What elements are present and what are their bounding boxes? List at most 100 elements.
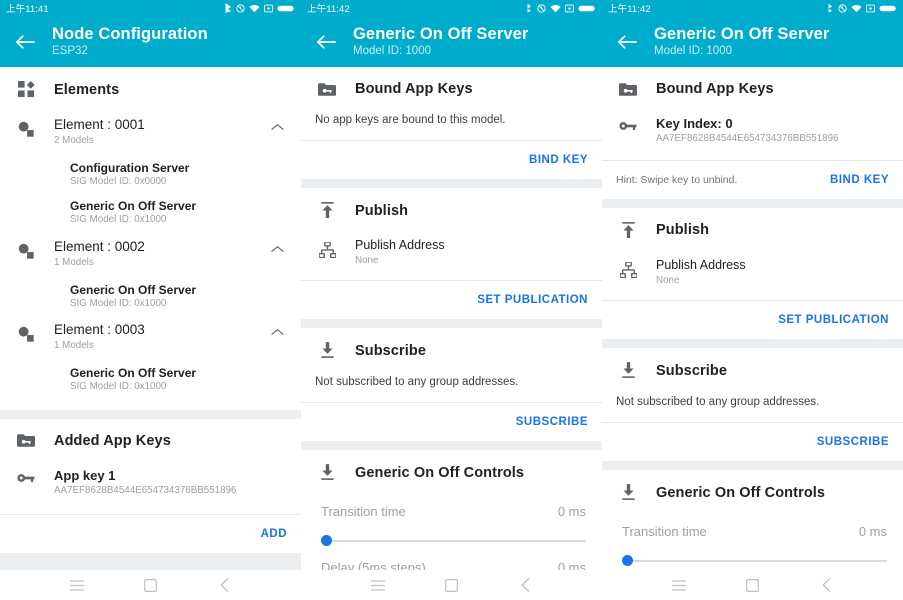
bind-key-button[interactable]: BIND KEY bbox=[529, 154, 588, 166]
section-gap bbox=[301, 179, 602, 188]
controls-section-header: Generic On Off Controls bbox=[616, 470, 903, 514]
back-arrow-icon[interactable] bbox=[12, 29, 38, 55]
bound-app-keys-card: Bound App Keys Key Index: 0 AA7EF8628B bbox=[602, 67, 903, 199]
model-row[interactable]: Generic On Off Server SIG Model ID: 0x10… bbox=[0, 278, 301, 317]
home-square-icon[interactable] bbox=[133, 572, 167, 598]
back-arrow-icon[interactable] bbox=[313, 29, 339, 55]
mute-icon bbox=[838, 3, 847, 13]
battery-icon bbox=[277, 5, 294, 11]
subscribe-card: Subscribe Not subscribed to any group ad… bbox=[301, 328, 602, 442]
chevron-up-icon[interactable] bbox=[267, 239, 287, 254]
app-bar-titles: Generic On Off Server Model ID: 1000 bbox=[654, 25, 829, 58]
app-key-row[interactable]: App key 1 AA7EF8628B4544E654734376BB5518… bbox=[0, 462, 301, 514]
subscribe-card: Subscribe Not subscribed to any group ad… bbox=[602, 348, 903, 462]
menu-icon[interactable] bbox=[662, 572, 696, 598]
sim-icon bbox=[866, 4, 875, 12]
set-publication-button[interactable]: SET PUBLICATION bbox=[477, 294, 588, 307]
transition-time-label: Transition time bbox=[321, 504, 406, 520]
section-gap bbox=[301, 319, 602, 329]
publish-address-row[interactable]: Publish Address None bbox=[301, 232, 602, 280]
subscribe-actions: SUBSCRIBE bbox=[602, 423, 903, 461]
folder-key-icon bbox=[315, 82, 339, 97]
divider bbox=[0, 513, 301, 515]
app-bar: Generic On Off Server Model ID: 1000 bbox=[602, 16, 903, 67]
status-bar: 上午11:42 bbox=[602, 0, 903, 16]
publish-address-row[interactable]: Publish Address None bbox=[602, 252, 903, 300]
menu-icon[interactable] bbox=[361, 572, 395, 598]
status-clock: 上午11:41 bbox=[6, 4, 49, 15]
model-name: Generic On Off Server bbox=[70, 199, 197, 214]
model-id: SIG Model ID: 0x0000 bbox=[70, 175, 167, 187]
publish-upload-icon bbox=[616, 222, 640, 239]
sim-icon bbox=[264, 4, 273, 12]
subscribe-section-header: Subscribe bbox=[616, 348, 903, 392]
screen-content: Elements Element : 0001 2 Models bbox=[0, 67, 301, 570]
elements-card: Elements Element : 0001 2 Models bbox=[0, 67, 301, 410]
transition-time-slider[interactable] bbox=[321, 530, 586, 552]
element-row[interactable]: Element : 0002 1 Models bbox=[0, 233, 301, 278]
model-row[interactable]: Generic On Off Server SIG Model ID: 0x10… bbox=[0, 194, 301, 233]
delay-label: Delay (5ms steps) bbox=[321, 560, 426, 570]
transition-time-value: 0 ms bbox=[557, 504, 586, 520]
slider-track bbox=[622, 560, 887, 563]
controls-section-header: Generic On Off Controls bbox=[315, 450, 602, 494]
subscribe-download-icon bbox=[315, 464, 339, 481]
subscribe-empty-text: Not subscribed to any group addresses. bbox=[315, 376, 519, 389]
mute-icon bbox=[537, 3, 546, 13]
page-subtitle: Model ID: 1000 bbox=[353, 45, 431, 58]
model-row[interactable]: Configuration Server SIG Model ID: 0x000… bbox=[0, 156, 301, 195]
subscribe-button[interactable]: SUBSCRIBE bbox=[515, 416, 588, 429]
app-bar: Node Configuration ESP32 bbox=[0, 16, 301, 67]
back-chevron-icon[interactable] bbox=[207, 572, 241, 598]
back-chevron-icon[interactable] bbox=[508, 572, 542, 598]
home-square-icon[interactable] bbox=[735, 572, 769, 598]
elements-section-header: Elements bbox=[14, 67, 301, 111]
publish-actions: SET PUBLICATION bbox=[602, 301, 903, 339]
model-name: Generic On Off Server bbox=[70, 366, 197, 381]
element-model-count: 1 Models bbox=[54, 340, 94, 352]
publish-section-title: Publish bbox=[656, 222, 710, 239]
transition-time-value: 0 ms bbox=[858, 524, 887, 540]
transition-time-slider[interactable] bbox=[622, 550, 887, 570]
chevron-up-icon[interactable] bbox=[267, 117, 287, 132]
sitemap-icon bbox=[315, 238, 339, 258]
app-keys-actions: ADD bbox=[0, 515, 301, 553]
mute-icon bbox=[236, 3, 245, 13]
bluetooth-icon bbox=[527, 3, 531, 13]
home-square-icon[interactable] bbox=[434, 572, 468, 598]
subscribe-button[interactable]: SUBSCRIBE bbox=[816, 436, 889, 449]
bound-keys-actions: Hint: Swipe key to unbind. BIND KEY bbox=[602, 161, 903, 199]
screen-model-no-bound-key: 上午11:42 Generic On Off Server Model ID: … bbox=[301, 0, 602, 600]
controls-section-title: Generic On Off Controls bbox=[656, 484, 826, 501]
set-publication-button[interactable]: SET PUBLICATION bbox=[778, 314, 889, 327]
status-clock: 上午11:42 bbox=[307, 4, 350, 15]
divider bbox=[602, 422, 903, 424]
element-row[interactable]: Element : 0001 2 Models bbox=[0, 111, 301, 156]
back-chevron-icon[interactable] bbox=[809, 572, 843, 598]
transition-time-control: Transition time 0 ms bbox=[301, 494, 602, 552]
app-bar-titles: Generic On Off Server Model ID: 1000 bbox=[353, 25, 528, 58]
key-icon bbox=[14, 468, 38, 484]
publish-section-header: Publish bbox=[315, 188, 602, 232]
element-model-count: 2 Models bbox=[54, 134, 94, 146]
bind-key-button[interactable]: BIND KEY bbox=[830, 173, 889, 186]
screen-model-with-bound-key: 上午11:42 Generic On Off Server Model ID: … bbox=[602, 0, 903, 600]
element-name: Element : 0003 bbox=[54, 322, 145, 338]
bound-keys-empty-text: No app keys are bound to this model. bbox=[315, 114, 506, 126]
back-arrow-icon[interactable] bbox=[614, 29, 640, 55]
chevron-up-icon[interactable] bbox=[267, 322, 287, 337]
system-nav-bar bbox=[602, 570, 903, 600]
slider-thumb[interactable] bbox=[321, 535, 332, 547]
menu-icon[interactable] bbox=[60, 572, 94, 598]
element-row[interactable]: Element : 0003 1 Models bbox=[0, 316, 301, 361]
model-row[interactable]: Generic On Off Server SIG Model ID: 0x10… bbox=[0, 361, 301, 410]
section-gap bbox=[602, 198, 903, 208]
divider bbox=[602, 159, 903, 161]
screen-content: Bound App Keys Key Index: 0 AA7EF8628B bbox=[602, 67, 903, 570]
add-app-key-button[interactable]: ADD bbox=[260, 527, 287, 540]
bound-keys-section-header: Bound App Keys bbox=[616, 67, 903, 110]
bound-key-row[interactable]: Key Index: 0 AA7EF8628B4544E654734376BB5… bbox=[602, 110, 903, 160]
section-gap bbox=[301, 441, 602, 451]
slider-thumb[interactable] bbox=[622, 555, 633, 567]
